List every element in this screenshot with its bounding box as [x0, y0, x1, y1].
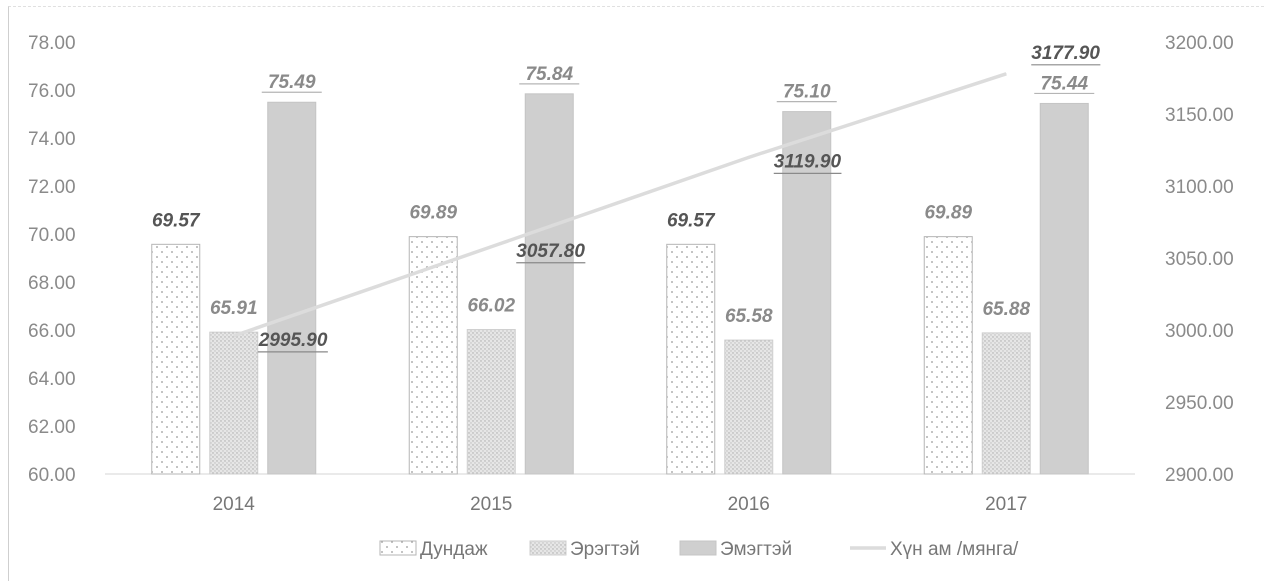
- bar-1-1: [466, 329, 516, 475]
- data-label-1-0: 65.91: [210, 298, 258, 319]
- left-tick-label: 76.00: [28, 81, 76, 102]
- population-point-1: [490, 246, 492, 248]
- data-label-2-0: 75.49: [268, 72, 316, 93]
- data-label-2-1: 75.84: [525, 64, 573, 85]
- legend-label-3: Хүн ам /мянга/: [890, 539, 1019, 560]
- legend-swatch-1: [529, 540, 567, 556]
- right-tick-label: 2950.00: [1165, 393, 1234, 414]
- left-tick-label: 64.00: [28, 369, 76, 390]
- x-tick-label: 2016: [728, 494, 770, 515]
- left-axis-ticks: 60.00 62.00 64.00 66.00 68.00 70.00 72.00 74.00…: [28, 33, 76, 486]
- x-tick-label: 2015: [470, 494, 512, 515]
- legend-swatch-0: [379, 540, 417, 556]
- data-label-0-2: 69.57: [667, 210, 716, 231]
- bar-2-1: [524, 93, 574, 475]
- chart-frame: [8, 6, 1264, 581]
- legend-swatch-2: [679, 540, 717, 556]
- data-label-0-1: 69.89: [409, 203, 457, 224]
- bars-layer: [151, 93, 1089, 475]
- right-axis-ticks: 2900.00 2950.00 3000.00 3050.00 3100.00 3150.…: [1165, 33, 1234, 486]
- population-line-layer: [233, 72, 1007, 338]
- legend-label-0: Дундаж: [420, 539, 488, 560]
- left-tick-label: 60.00: [28, 465, 76, 486]
- data-labels-layer: 69.57 65.91 75.49 2995.90 69.89 66.02 75.84 305…: [152, 43, 1101, 353]
- data-label-1-2: 65.58: [725, 306, 773, 327]
- population-point-0: [233, 335, 235, 337]
- bar-1-2: [724, 339, 774, 475]
- line-label-0: 2995.90: [258, 330, 328, 351]
- right-tick-label: 3050.00: [1165, 249, 1234, 270]
- left-tick-label: 72.00: [28, 177, 76, 198]
- population-line: [233, 72, 1007, 338]
- data-label-1-3: 65.88: [982, 299, 1030, 320]
- data-label-0-3: 69.89: [924, 203, 972, 224]
- line-label-1: 3057.80: [516, 241, 585, 262]
- line-label-2: 3119.90: [774, 151, 842, 172]
- right-tick-label: 3150.00: [1165, 105, 1234, 126]
- x-tick-label: 2017: [985, 494, 1027, 515]
- data-label-1-1: 66.02: [467, 296, 515, 317]
- legend-label-2: Эмэгтэй: [720, 539, 792, 560]
- bar-0-2: [666, 243, 716, 475]
- right-tick-label: 3100.00: [1165, 177, 1234, 198]
- right-tick-label: 3000.00: [1165, 321, 1234, 342]
- x-axis-ticks: 2014 2015 2016 2017: [213, 494, 1028, 515]
- bar-0-0: [151, 243, 201, 475]
- bar-2-3: [1039, 102, 1089, 475]
- bar-1-3: [981, 332, 1031, 475]
- left-tick-label: 66.00: [28, 321, 76, 342]
- population-point-3: [1005, 73, 1007, 75]
- bar-0-1: [408, 236, 458, 475]
- right-tick-label: 2900.00: [1165, 465, 1234, 486]
- line-label-3: 3177.90: [1031, 43, 1100, 64]
- data-label-0-0: 69.57: [152, 210, 201, 231]
- bar-2-2: [782, 111, 832, 475]
- bar-1-0: [209, 331, 259, 475]
- left-tick-label: 70.00: [28, 225, 76, 246]
- population-point-2: [748, 156, 750, 158]
- left-tick-label: 78.00: [28, 33, 76, 54]
- left-tick-label: 74.00: [28, 129, 76, 150]
- left-tick-label: 62.00: [28, 417, 76, 438]
- data-label-2-2: 75.10: [783, 82, 831, 103]
- right-tick-label: 3200.00: [1165, 33, 1234, 54]
- x-tick-label: 2014: [213, 494, 256, 515]
- legend-label-1: Эрэгтэй: [570, 539, 640, 560]
- legend: Дундаж Эрэгтэй Эмэгтэй Хүн ам /мянга/: [379, 539, 1019, 560]
- left-tick-label: 68.00: [28, 273, 76, 294]
- bar-2-0: [267, 101, 317, 475]
- bar-0-3: [923, 236, 973, 475]
- data-label-2-3: 75.44: [1040, 73, 1088, 94]
